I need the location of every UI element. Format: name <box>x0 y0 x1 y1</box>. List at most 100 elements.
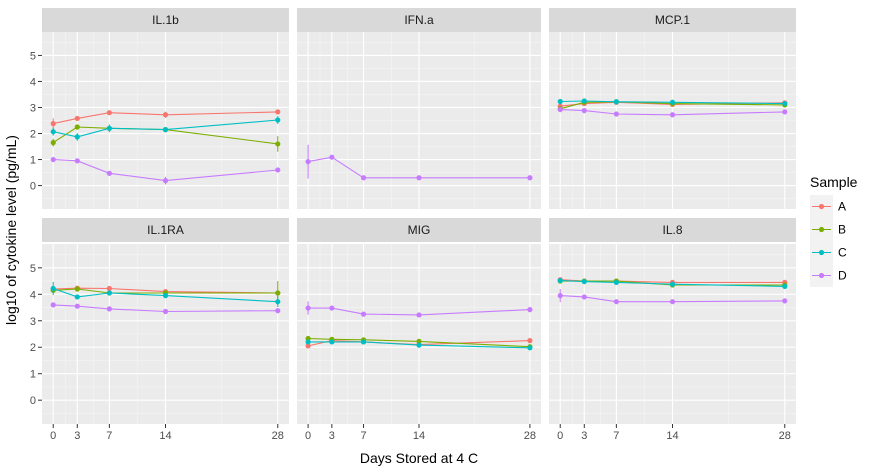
data-point <box>613 99 619 105</box>
strip-il-1ra <box>42 218 289 242</box>
data-point <box>557 98 563 105</box>
panel-il-1b: IL.1b 0 1 2 3 4 5 <box>30 8 289 209</box>
data-point <box>74 294 80 300</box>
strip-il-1b <box>42 8 289 32</box>
data-point <box>360 175 367 181</box>
data-point <box>275 299 281 305</box>
legend-item-a: A <box>810 195 846 218</box>
data-point <box>106 110 112 116</box>
legend-label: D <box>838 269 847 283</box>
series-d-ifn-a <box>305 144 533 181</box>
data-point <box>162 127 169 133</box>
strip-label-il-8: IL.8 <box>662 223 682 237</box>
y-tick-label: 5 <box>30 50 36 62</box>
data-point <box>275 308 281 314</box>
data-point <box>329 305 335 311</box>
data-point <box>106 285 112 292</box>
data-point <box>74 134 80 140</box>
series-c-mig <box>305 339 533 351</box>
data-point <box>305 343 311 349</box>
data-point <box>106 306 112 312</box>
y-tick-label: 4 <box>30 76 36 88</box>
y-tick-label: 0 <box>30 395 36 407</box>
strip-mig <box>297 218 541 242</box>
data-point <box>416 312 422 318</box>
data-point <box>50 156 56 163</box>
data-point <box>329 154 335 160</box>
data-point <box>527 175 533 181</box>
data-point <box>106 170 112 176</box>
data-point <box>74 303 80 309</box>
series-d-mcp-1 <box>557 106 788 118</box>
series-c-il-1ra <box>50 281 281 307</box>
series-d-mig <box>305 301 533 318</box>
legend-label: C <box>838 246 847 260</box>
legend-item-d: D <box>810 264 847 287</box>
strip-il-8 <box>549 218 796 242</box>
y-tick-label: 4 <box>30 289 36 301</box>
series-d-il-8 <box>557 289 788 305</box>
x-tick-label: 3 <box>581 430 587 442</box>
strip-label-mig: MIG <box>408 223 431 237</box>
data-point <box>275 109 281 115</box>
data-point <box>305 305 311 311</box>
x-tick-label: 7 <box>613 430 619 442</box>
x-tick-label: 3 <box>329 430 335 442</box>
legend-item-c: C <box>810 241 847 264</box>
series-c-mcp-1 <box>557 98 788 107</box>
data-point <box>106 290 112 296</box>
data-point <box>557 106 563 113</box>
data-point <box>162 308 169 315</box>
x-tick-label: 0 <box>50 430 56 442</box>
strip-mcp-1 <box>549 8 796 32</box>
data-point <box>416 338 422 345</box>
data-point <box>50 302 56 308</box>
panel-ifn-a: IFN.a <box>297 8 541 209</box>
data-point <box>527 307 533 313</box>
x-axis-title: Days Stored at 4 C <box>360 450 478 466</box>
data-point <box>782 109 788 115</box>
x-tick-label: 28 <box>524 430 536 442</box>
y-tick-label: 5 <box>30 263 36 275</box>
x-tick-label: 7 <box>106 430 112 442</box>
y-tick-label: 2 <box>30 342 36 354</box>
data-point <box>305 159 311 165</box>
x-tick-label: 14 <box>666 430 678 442</box>
y-tick-label: 3 <box>30 102 36 114</box>
strip-label-mcp-1: MCP.1 <box>655 13 690 27</box>
x-tick-label: 0 <box>305 430 311 442</box>
data-point <box>581 98 587 104</box>
data-point <box>416 175 422 181</box>
data-point <box>74 124 80 130</box>
series-a-il-1b <box>50 109 281 129</box>
data-point <box>782 283 788 289</box>
data-point <box>581 108 587 114</box>
data-point <box>613 111 619 117</box>
data-point <box>782 298 788 304</box>
panel-mcp-1: MCP.1 <box>549 8 796 209</box>
y-axis-title: log10 of cytokine level (pg/mL) <box>3 135 19 325</box>
y-tick-label: 1 <box>30 369 36 381</box>
data-point <box>669 112 676 118</box>
data-point <box>669 99 676 105</box>
data-point <box>275 167 281 173</box>
series-c-il-1b <box>50 116 281 141</box>
data-point <box>557 293 563 299</box>
legend-key-point <box>818 226 825 233</box>
legend-item-b: B <box>810 218 846 241</box>
x-tick-label: 14 <box>159 430 171 442</box>
data-point <box>74 286 80 292</box>
panel-il-1ra: IL.1RA 0 1 2 3 4 5 0 3 7 14 28 <box>30 218 289 442</box>
panels-layer: IL.1b 0 1 2 3 4 5 IFN.a MCP.1 IL.1RA 0 1 2 3 4 5 0 3 7 14 28… <box>30 8 796 442</box>
legend-label: B <box>838 223 846 237</box>
data-point <box>581 278 587 285</box>
x-tick-label: 14 <box>413 430 425 442</box>
data-point <box>275 117 281 123</box>
legend-key-point <box>818 272 825 279</box>
data-point <box>613 279 619 285</box>
data-point <box>557 277 563 284</box>
data-point <box>50 129 56 135</box>
